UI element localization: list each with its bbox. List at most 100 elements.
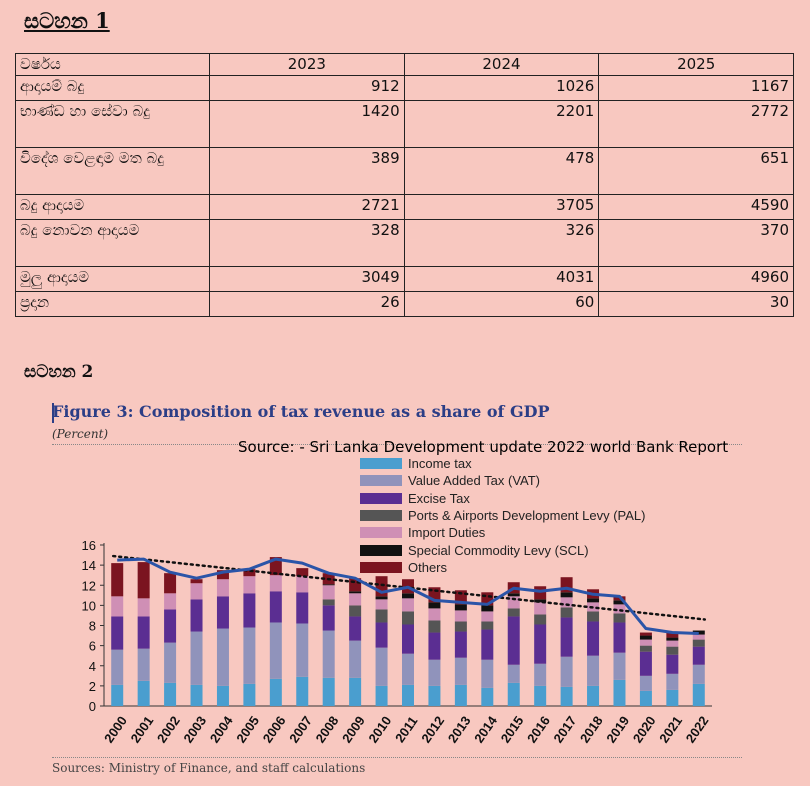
source-note: Source: - Sri Lanka Development update 2… bbox=[238, 438, 729, 456]
bar-segment bbox=[639, 690, 652, 706]
bar-segment bbox=[190, 684, 203, 706]
bar-segment bbox=[269, 678, 282, 706]
cell-value: 60 bbox=[403, 291, 600, 317]
x-tick-label: 2012 bbox=[418, 713, 447, 745]
trend-line bbox=[111, 554, 707, 621]
bar-segment bbox=[507, 608, 520, 617]
bar-segment bbox=[243, 593, 256, 628]
bar-segment bbox=[296, 592, 309, 624]
bar-segment bbox=[322, 677, 335, 706]
bar-segment bbox=[560, 686, 573, 706]
table-row: ආදායම් බදු 912 1026 1167 bbox=[15, 75, 794, 101]
bar-segment bbox=[216, 579, 229, 597]
bar-segment bbox=[269, 591, 282, 623]
bar-segment bbox=[428, 685, 441, 706]
cell-value: 4590 bbox=[598, 194, 794, 220]
x-tick-label: 2010 bbox=[365, 713, 394, 745]
y-tick-label: 12 bbox=[82, 578, 96, 593]
chart-legend: Income tax Value Added Tax (VAT) Excise Ta… bbox=[360, 455, 645, 576]
bar-segment bbox=[428, 659, 441, 686]
legend-swatch bbox=[360, 527, 402, 539]
legend-item: Special Commodity Levy (SCL) bbox=[360, 541, 645, 558]
bar-segment bbox=[111, 563, 124, 597]
bar-segment bbox=[137, 562, 150, 599]
bar-segment bbox=[164, 682, 177, 706]
bar-segment bbox=[111, 649, 124, 685]
y-tick-label: 16 bbox=[82, 538, 96, 553]
bar-segment bbox=[216, 685, 229, 706]
bar-segment bbox=[692, 639, 705, 647]
y-tick-label: 6 bbox=[89, 639, 96, 654]
bar-segment bbox=[402, 598, 414, 612]
bar-segment bbox=[428, 632, 441, 660]
figure-title: Figure 3: Composition of tax revenue as … bbox=[52, 402, 550, 421]
legend-label: Special Commodity Levy (SCL) bbox=[408, 542, 589, 558]
bar-segment bbox=[137, 648, 150, 681]
cell-value: 1167 bbox=[598, 75, 794, 101]
bar-segment bbox=[534, 602, 547, 615]
bar-segment bbox=[402, 611, 414, 625]
bar-segment bbox=[375, 596, 388, 600]
bar-segment bbox=[587, 598, 600, 603]
bar-segment bbox=[560, 592, 573, 598]
bar-segment bbox=[534, 614, 547, 625]
legend-item: Others bbox=[360, 559, 645, 576]
figure-divider bbox=[52, 444, 742, 445]
bar-segment bbox=[666, 689, 679, 706]
bar-segment bbox=[349, 605, 362, 617]
total-tax-line bbox=[117, 557, 699, 636]
bar-segment bbox=[216, 628, 229, 686]
bar-segment bbox=[507, 596, 520, 609]
bar-segment bbox=[243, 569, 256, 577]
legend-label: Value Added Tax (VAT) bbox=[408, 473, 540, 489]
bar-segment bbox=[560, 656, 573, 687]
x-tick-label: 2022 bbox=[683, 713, 712, 745]
bar-segment bbox=[454, 684, 467, 706]
cell-value: 478 bbox=[403, 147, 600, 195]
bar-segment bbox=[639, 635, 652, 640]
x-tick-label: 2003 bbox=[180, 713, 209, 745]
bar-segment bbox=[534, 624, 547, 664]
bar-segment bbox=[666, 637, 679, 641]
cell-value: 389 bbox=[209, 147, 405, 195]
legend-swatch bbox=[360, 475, 402, 487]
bar-segment bbox=[322, 585, 335, 600]
bar-segment bbox=[111, 684, 124, 706]
bar-segment bbox=[666, 646, 679, 655]
x-tick-label: 2019 bbox=[603, 713, 632, 745]
bar-segment bbox=[164, 642, 177, 683]
bar-segment bbox=[296, 576, 309, 593]
cell-value: 1026 bbox=[403, 75, 600, 101]
cell-value: 2201 bbox=[403, 100, 600, 148]
bar-segment bbox=[402, 653, 414, 685]
x-tick-label: 2011 bbox=[392, 714, 420, 746]
bar-segment bbox=[137, 616, 150, 649]
bar-segment bbox=[639, 639, 652, 646]
x-tick-label: 2013 bbox=[445, 713, 474, 745]
figure-unit: (Percent) bbox=[52, 427, 109, 441]
tax-revenue-table: වර්ෂය 2023 2024 2025 ආදායම් බදු 912 1026 11… bbox=[15, 53, 794, 317]
bar-segment bbox=[190, 631, 203, 685]
legend-item: Income tax bbox=[360, 455, 645, 472]
bar-segment bbox=[454, 604, 467, 611]
x-tick-label: 2016 bbox=[524, 713, 553, 745]
legend-swatch bbox=[360, 492, 402, 504]
header-2025: 2025 bbox=[598, 53, 794, 76]
heading-table-1: සටහන 1 bbox=[24, 8, 110, 33]
y-tick-label: 4 bbox=[89, 659, 96, 674]
bar-segment bbox=[613, 652, 626, 680]
bar-segment bbox=[534, 599, 547, 603]
bar-segment bbox=[375, 599, 388, 610]
heading-table-2: සටහන 2 bbox=[24, 362, 94, 382]
y-tick-label: 0 bbox=[89, 699, 96, 714]
x-tick-label: 2020 bbox=[630, 713, 659, 745]
bar-segment bbox=[349, 591, 362, 594]
legend-swatch bbox=[360, 561, 402, 573]
bar-segment bbox=[216, 596, 229, 629]
figure-title-marker bbox=[52, 403, 54, 423]
cell-value: 2772 bbox=[598, 100, 794, 148]
cell-value: 326 bbox=[403, 219, 600, 267]
bar-segment bbox=[375, 622, 388, 648]
bar-segment bbox=[613, 679, 626, 706]
bar-segment bbox=[243, 627, 256, 684]
